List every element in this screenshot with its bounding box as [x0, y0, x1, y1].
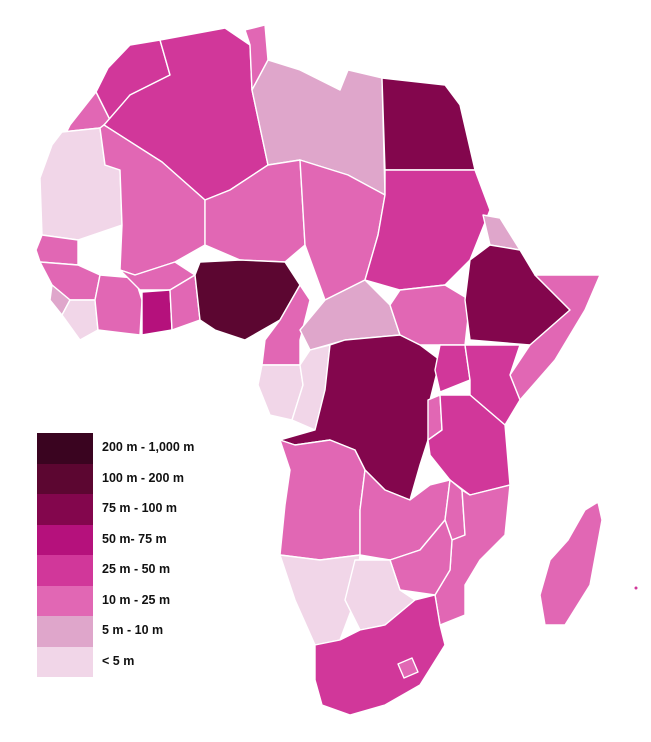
legend-swatch: [37, 494, 93, 525]
legend-item: 25 m - 50 m: [37, 555, 237, 586]
legend-item: 50 m- 75 m: [37, 524, 237, 555]
legend-item: 100 m - 200 m: [37, 463, 237, 494]
country-egypt: [381, 77, 476, 171]
legend-swatch: [37, 585, 93, 616]
map-legend: 200 m - 1,000 m 100 m - 200 m 75 m - 100…: [37, 433, 237, 677]
country-madagascar: [539, 501, 603, 626]
country-angola: [279, 439, 366, 561]
legend-item: 200 m - 1,000 m: [37, 433, 237, 464]
legend-item: 10 m - 25 m: [37, 585, 237, 616]
legend-label: 75 m - 100 m: [102, 501, 178, 515]
island-mauritius: [634, 586, 638, 590]
country-lesotho: [397, 657, 419, 679]
country-zimbabwe: [389, 519, 453, 596]
country-ghana: [141, 289, 173, 336]
country-eritrea: [482, 214, 521, 251]
legend-label: 10 m - 25 m: [102, 592, 171, 607]
legend-label: < 5 m: [102, 653, 135, 668]
country-liberia: [61, 299, 99, 341]
country-south-africa: [314, 594, 446, 716]
legend-item: 5 m - 10 m: [37, 616, 237, 647]
legend-swatch: [37, 524, 93, 555]
country-senegal: [35, 234, 79, 266]
legend-swatch: [37, 555, 93, 586]
legend-label: 5 m - 10 m: [102, 623, 164, 637]
legend-label: 200 m - 1,000 m: [102, 440, 195, 454]
legend-swatch: [37, 433, 93, 464]
legend-swatch: [37, 646, 93, 677]
legend-item: 75 m - 100 m: [37, 494, 237, 525]
legend-swatch: [37, 463, 93, 494]
legend-item: < 5 m: [37, 646, 237, 677]
country-kenya: [464, 344, 521, 426]
country-namibia: [279, 554, 361, 646]
legend-swatch: [37, 616, 93, 647]
country-guinea: [39, 261, 101, 301]
country-nigeria: [194, 259, 301, 341]
country-uganda: [434, 344, 471, 393]
legend-label: 25 m - 50 m: [102, 562, 171, 576]
legend-label: 100 m - 200 m: [102, 470, 184, 485]
legend-label: 50 m- 75 m: [102, 531, 167, 546]
